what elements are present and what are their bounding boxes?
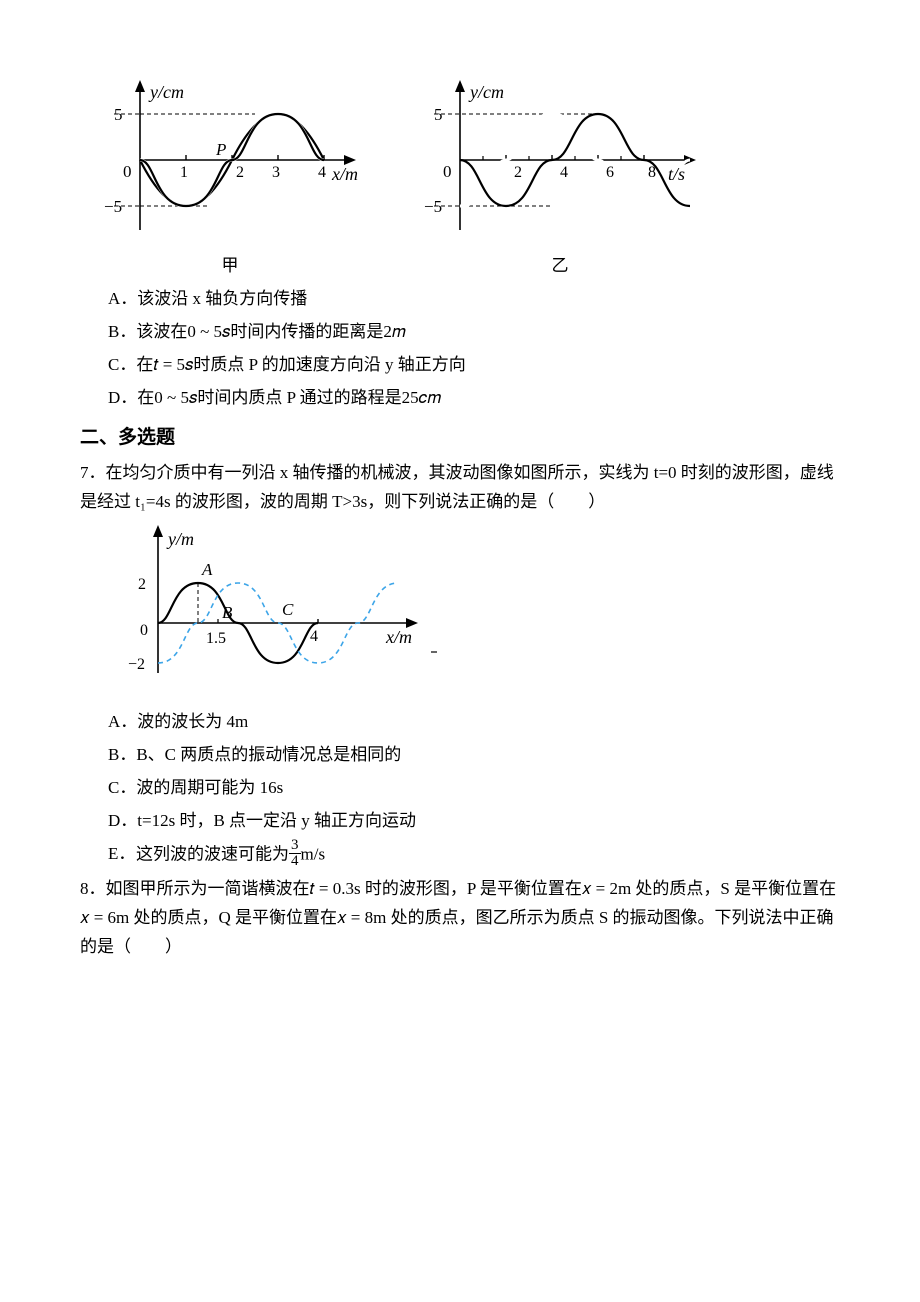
point-A: A <box>201 560 213 579</box>
ytick-max: 5 <box>434 105 443 124</box>
origin-label: 0 <box>123 162 132 181</box>
q6-choice-B: B．该波在0 ~ 5𝑠时间内传播的距离是2𝑚 <box>108 318 840 347</box>
q6-B-text: 该波在0 ~ 5𝑠时间内传播的距离是2𝑚 <box>136 322 405 341</box>
origin-label: 0 <box>443 162 452 181</box>
x-axis-label: x/m <box>331 164 358 184</box>
q7-choice-B: B．B、C 两质点的振动情况总是相同的 <box>108 741 840 770</box>
q6-A-text: 该波沿 x 轴负方向传播 <box>137 289 307 308</box>
caption-yi: 乙 <box>552 252 569 281</box>
q7-choice-D: D．t=12s 时，B 点一定沿 y 轴正方向运动 <box>108 807 840 836</box>
ytick-min: −5 <box>424 197 442 216</box>
q7-E-prefix: 这列波的波速可能为 <box>136 844 289 863</box>
ytick-min: −5 <box>104 197 122 216</box>
q7-C-text: 波的周期可能为 16s <box>136 778 283 797</box>
xtick1-label: 1 <box>180 164 188 181</box>
q6-choice-A: A．该波沿 x 轴负方向传播 <box>108 285 840 314</box>
chart-yi: y/cm 5 −5 0 2 4 6 8 t/s <box>420 80 700 250</box>
q7-E-suffix: m/s <box>301 844 326 863</box>
q7-choice-C: C．波的周期可能为 16s <box>108 774 840 803</box>
chart-q7: y/m 2 −2 0 1.5 4 x/m A B C <box>110 523 430 693</box>
q6-figures-row: y/cm 5 −5 0 1 2 3 4 x/m P 甲 <box>100 80 840 281</box>
caption-jia: 甲 <box>222 252 239 281</box>
ytick-max: 5 <box>114 105 123 124</box>
xtick1-label: 2 <box>514 164 522 181</box>
y-arrow <box>135 80 145 92</box>
y-arrow <box>455 80 465 92</box>
q7-choice-E: E．这列波的波速可能为34m/s <box>108 840 840 871</box>
point-C: C <box>282 600 294 619</box>
chart-jia: y/cm 5 −5 0 1 2 3 4 x/m P <box>100 80 360 250</box>
xtick-4-label: 4 <box>310 628 318 645</box>
y-arrow <box>153 525 163 537</box>
ytick-min: −2 <box>128 656 145 673</box>
q7-A-text: 波的波长为 4m <box>137 712 248 731</box>
x-axis-label: t/s <box>668 164 685 184</box>
xtick2-label: 4 <box>560 164 568 181</box>
q6-choice-D: D．在0 ~ 5𝑠时间内质点 P 通过的路程是25𝑐𝑚 <box>108 384 840 413</box>
section-2-heading: 二、多选题 <box>80 422 840 454</box>
origin-label: 0 <box>140 622 148 639</box>
ytick-max: 2 <box>138 576 146 593</box>
q6-D-text: 在0 ~ 5𝑠时间内质点 P 通过的路程是25𝑐𝑚 <box>137 388 441 407</box>
q7-D-text: t=12s 时，B 点一定沿 y 轴正方向运动 <box>137 811 416 830</box>
xtick4-label: 4 <box>318 164 326 181</box>
q8-stem: 8．如图甲所示为一简谐横波在𝑡 = 0.3s 时的波形图，P 是平衡位置在𝑥 =… <box>80 875 840 962</box>
xtick2-label: 2 <box>236 164 244 181</box>
q7-choice-A: A．波的波长为 4m <box>108 708 840 737</box>
fraction-3-4: 34 <box>289 838 301 869</box>
xtick4-label: 8 <box>648 164 656 181</box>
q7-B-text: B、C 两质点的振动情况总是相同的 <box>136 745 401 764</box>
xtick-1.5-label: 1.5 <box>206 630 226 647</box>
figure-jia: y/cm 5 −5 0 1 2 3 4 x/m P 甲 <box>100 80 360 281</box>
xtick3-label: 3 <box>272 164 280 181</box>
xtick3-label: 6 <box>606 164 614 181</box>
y-axis-label: y/cm <box>468 82 504 102</box>
y-axis-label: y/m <box>166 529 194 549</box>
figure-yi: y/cm 5 −5 0 2 4 6 8 t/s 乙 <box>420 80 700 281</box>
q6-choice-C: C．在𝑡 = 5𝑠时质点 P 的加速度方向沿 y 轴正方向 <box>108 351 840 380</box>
q6-C-text: 在𝑡 = 5𝑠时质点 P 的加速度方向沿 y 轴正方向 <box>136 355 465 374</box>
point-P-label: P <box>215 140 226 159</box>
y-axis-label: y/cm <box>148 82 184 102</box>
center-mark <box>431 651 437 653</box>
q7-figure: y/m 2 −2 0 1.5 4 x/m A B C <box>110 523 840 703</box>
point-B: B <box>222 603 233 622</box>
x-axis-label: x/m <box>385 627 412 647</box>
q7-stem: 7．在均匀介质中有一列沿 x 轴传播的机械波，其波动图像如图所示，实线为 t=0… <box>80 459 840 517</box>
